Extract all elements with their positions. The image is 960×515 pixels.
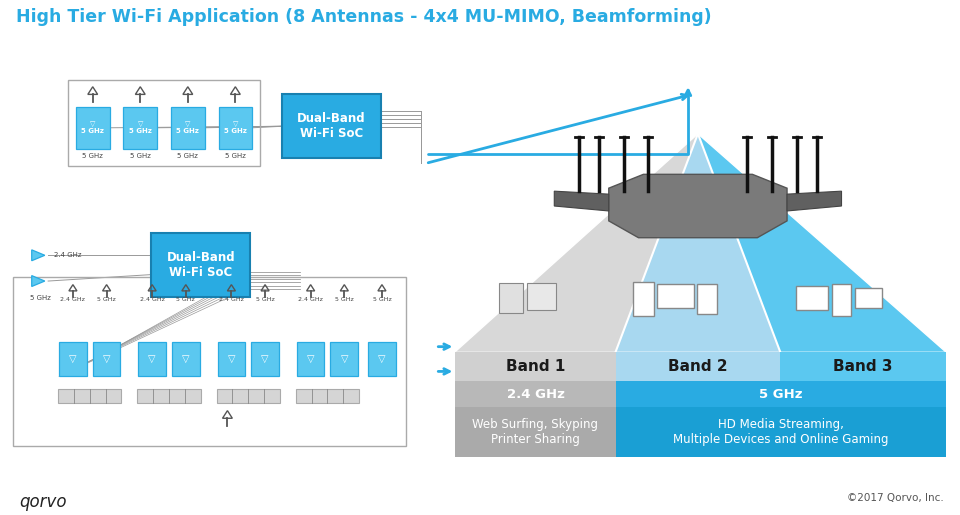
Text: 5 GHz: 5 GHz xyxy=(177,297,195,302)
Text: HD Media Streaming,
Multiple Devices and Online Gaming: HD Media Streaming, Multiple Devices and… xyxy=(673,418,888,446)
Text: 2.4 GHz: 2.4 GHz xyxy=(507,388,564,401)
Text: ▽
5 GHz: ▽ 5 GHz xyxy=(224,121,247,134)
Text: ▽: ▽ xyxy=(341,354,348,364)
Text: Web Surfing, Skyping
Printer Sharing: Web Surfing, Skyping Printer Sharing xyxy=(472,418,598,446)
Text: Band 2: Band 2 xyxy=(668,359,728,374)
FancyBboxPatch shape xyxy=(282,94,381,159)
Text: 2.4 GHz: 2.4 GHz xyxy=(140,297,164,302)
FancyBboxPatch shape xyxy=(697,284,717,314)
FancyBboxPatch shape xyxy=(252,342,279,376)
FancyBboxPatch shape xyxy=(615,352,780,381)
Text: ▽: ▽ xyxy=(261,354,269,364)
FancyBboxPatch shape xyxy=(124,107,157,148)
Text: Band 3: Band 3 xyxy=(833,359,893,374)
Text: 5 GHz: 5 GHz xyxy=(130,152,151,159)
Polygon shape xyxy=(455,134,698,352)
FancyBboxPatch shape xyxy=(633,282,655,316)
Text: 5 GHz: 5 GHz xyxy=(83,152,103,159)
Polygon shape xyxy=(32,250,45,261)
Text: ▽: ▽ xyxy=(69,354,77,364)
FancyBboxPatch shape xyxy=(499,283,522,313)
Text: ▽: ▽ xyxy=(378,354,386,364)
Text: 5 GHz: 5 GHz xyxy=(372,297,392,302)
Text: ▽: ▽ xyxy=(307,354,314,364)
FancyBboxPatch shape xyxy=(218,342,245,376)
Polygon shape xyxy=(554,191,609,211)
Polygon shape xyxy=(698,134,946,352)
FancyBboxPatch shape xyxy=(76,107,109,148)
FancyBboxPatch shape xyxy=(455,381,615,407)
FancyBboxPatch shape xyxy=(658,284,694,308)
FancyBboxPatch shape xyxy=(60,342,86,376)
Polygon shape xyxy=(32,276,45,286)
Text: ▽
5 GHz: ▽ 5 GHz xyxy=(177,121,200,134)
Text: 5 GHz: 5 GHz xyxy=(255,297,275,302)
Text: qorvo: qorvo xyxy=(19,493,67,511)
FancyBboxPatch shape xyxy=(151,233,251,297)
FancyBboxPatch shape xyxy=(796,286,828,310)
Text: High Tier Wi-Fi Application (8 Antennas - 4x4 MU-MIMO, Beamforming): High Tier Wi-Fi Application (8 Antennas … xyxy=(16,8,712,26)
Text: ▽
5 GHz: ▽ 5 GHz xyxy=(82,121,105,134)
Text: ▽
5 GHz: ▽ 5 GHz xyxy=(129,121,152,134)
Text: 2.4 GHz: 2.4 GHz xyxy=(54,252,82,259)
Text: Dual-Band
Wi-Fi SoC: Dual-Band Wi-Fi SoC xyxy=(297,112,366,140)
Text: 5 GHz: 5 GHz xyxy=(758,388,803,401)
FancyBboxPatch shape xyxy=(615,407,946,457)
Text: ©2017 Qorvo, Inc.: ©2017 Qorvo, Inc. xyxy=(847,493,944,503)
Text: ▽: ▽ xyxy=(103,354,110,364)
FancyBboxPatch shape xyxy=(831,284,852,316)
Text: 5 GHz: 5 GHz xyxy=(335,297,353,302)
Polygon shape xyxy=(615,134,780,352)
Text: 2.4 GHz: 2.4 GHz xyxy=(60,297,85,302)
Text: 2.4 GHz: 2.4 GHz xyxy=(299,297,324,302)
FancyBboxPatch shape xyxy=(455,407,615,457)
Text: ▽: ▽ xyxy=(182,354,189,364)
FancyBboxPatch shape xyxy=(615,381,946,407)
FancyBboxPatch shape xyxy=(93,342,120,376)
FancyBboxPatch shape xyxy=(219,107,252,148)
FancyBboxPatch shape xyxy=(171,107,204,148)
Text: 5 GHz: 5 GHz xyxy=(225,152,246,159)
Text: Dual-Band
Wi-Fi SoC: Dual-Band Wi-Fi SoC xyxy=(166,251,235,279)
FancyBboxPatch shape xyxy=(368,342,396,376)
Text: 5 GHz: 5 GHz xyxy=(30,295,51,301)
Text: 2.4 GHz: 2.4 GHz xyxy=(219,297,244,302)
FancyBboxPatch shape xyxy=(855,288,882,308)
Polygon shape xyxy=(609,174,787,238)
FancyBboxPatch shape xyxy=(330,342,358,376)
Polygon shape xyxy=(787,191,842,211)
FancyBboxPatch shape xyxy=(217,389,280,403)
Text: Band 1: Band 1 xyxy=(506,359,565,374)
Text: ▽: ▽ xyxy=(228,354,235,364)
FancyBboxPatch shape xyxy=(172,342,200,376)
FancyBboxPatch shape xyxy=(137,389,201,403)
FancyBboxPatch shape xyxy=(455,352,615,381)
Text: 5 GHz: 5 GHz xyxy=(97,297,116,302)
Text: ▽: ▽ xyxy=(149,354,156,364)
FancyBboxPatch shape xyxy=(526,283,556,310)
FancyBboxPatch shape xyxy=(58,389,122,403)
FancyBboxPatch shape xyxy=(296,389,359,403)
FancyBboxPatch shape xyxy=(138,342,166,376)
FancyBboxPatch shape xyxy=(297,342,324,376)
Text: 5 GHz: 5 GHz xyxy=(178,152,199,159)
FancyBboxPatch shape xyxy=(780,352,946,381)
